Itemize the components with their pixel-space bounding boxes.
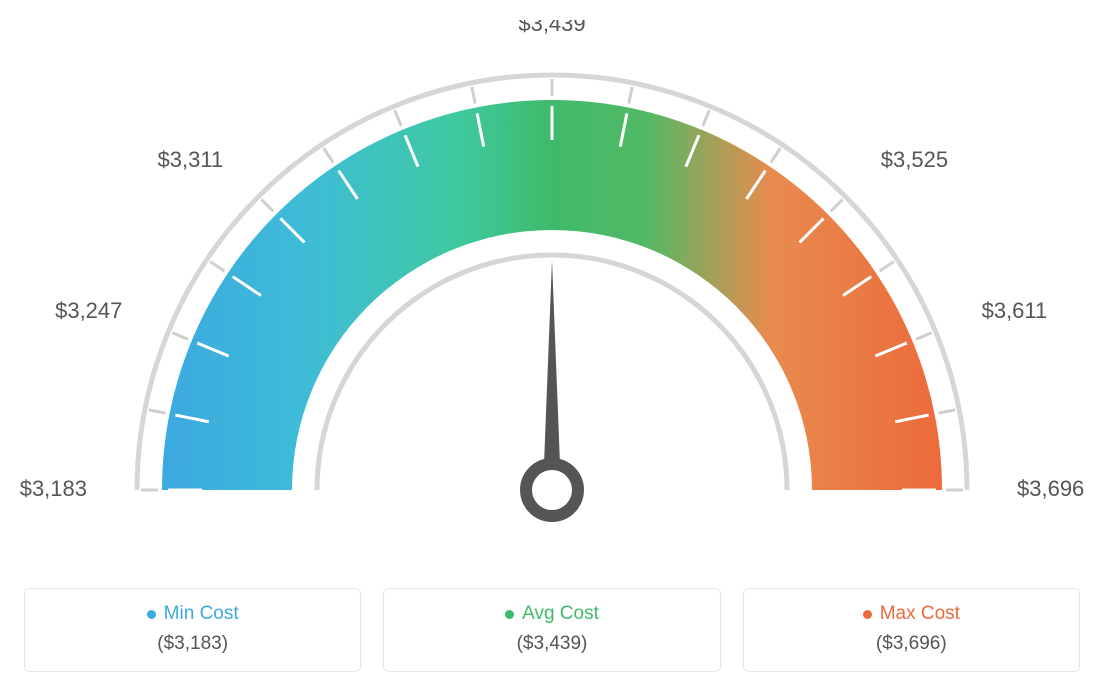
cost-cards-row: Min Cost ($3,183) Avg Cost ($3,439) Max … — [24, 588, 1080, 672]
gauge-chart-container: $3,183 $3,247 $3,311 $3,439 $3,525 $3,611 $3,6… — [0, 0, 1104, 690]
avg-cost-card: Avg Cost ($3,439) — [383, 588, 720, 672]
max-cost-card: Max Cost ($3,696) — [743, 588, 1080, 672]
svg-text:$3,311: $3,311 — [158, 147, 224, 172]
svg-text:$3,525: $3,525 — [881, 147, 948, 172]
max-cost-value: ($3,696) — [754, 633, 1069, 655]
min-cost-label-row: Min Cost — [147, 603, 239, 625]
avg-cost-label-row: Avg Cost — [505, 603, 599, 625]
svg-text:$3,183: $3,183 — [20, 476, 87, 501]
max-cost-label-row: Max Cost — [863, 603, 960, 625]
min-cost-dot — [147, 610, 156, 619]
svg-text:$3,696: $3,696 — [1017, 476, 1084, 501]
avg-cost-dot — [505, 610, 514, 619]
svg-text:$3,439: $3,439 — [518, 20, 585, 36]
max-cost-label: Max Cost — [880, 603, 960, 625]
gauge-wrap: $3,183 $3,247 $3,311 $3,439 $3,525 $3,611 $3,6… — [0, 20, 1104, 580]
gauge-svg: $3,183 $3,247 $3,311 $3,439 $3,525 $3,611 $3,6… — [0, 20, 1104, 580]
svg-text:$3,611: $3,611 — [982, 298, 1048, 323]
min-cost-value: ($3,183) — [35, 633, 350, 655]
min-cost-card: Min Cost ($3,183) — [24, 588, 361, 672]
svg-text:$3,247: $3,247 — [55, 298, 122, 323]
max-cost-dot — [863, 610, 872, 619]
avg-cost-label: Avg Cost — [522, 603, 599, 625]
avg-cost-value: ($3,439) — [394, 633, 709, 655]
min-cost-label: Min Cost — [164, 603, 239, 625]
